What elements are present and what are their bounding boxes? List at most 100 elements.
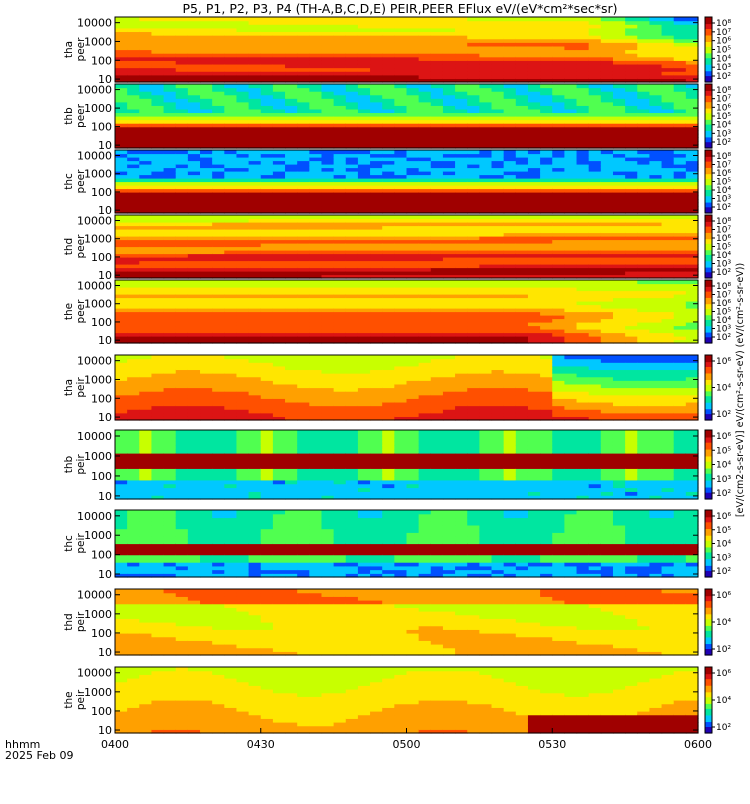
heatmap-cell	[479, 257, 492, 261]
heatmap-cell	[504, 57, 517, 61]
heatmap-cell	[164, 141, 177, 145]
heatmap-cell	[516, 203, 529, 207]
heatmap-cell	[236, 402, 249, 406]
heatmap-cell	[382, 298, 395, 302]
heatmap-cell	[601, 315, 614, 319]
heatmap-cell	[297, 161, 310, 165]
heatmap-cell	[552, 301, 565, 305]
heatmap-cell	[455, 164, 468, 168]
heatmap-cell	[236, 268, 249, 272]
heatmap-cell	[516, 301, 529, 305]
heatmap-cell	[151, 391, 164, 395]
heatmap-cell	[261, 178, 274, 182]
heatmap-cell	[649, 189, 662, 193]
heatmap-cell	[346, 141, 359, 145]
heatmap-cell	[346, 261, 359, 265]
heatmap-cell	[394, 192, 407, 196]
heatmap-cell	[589, 171, 602, 175]
heatmap-cell	[115, 215, 128, 219]
heatmap-cell	[419, 71, 432, 75]
heatmap-cell	[261, 199, 274, 203]
heatmap-cell	[212, 236, 225, 240]
heatmap-cell	[261, 39, 274, 43]
heatmap-cell	[334, 46, 347, 50]
heatmap-cell	[382, 280, 395, 284]
heatmap-cell	[443, 333, 456, 337]
heatmap-cell	[176, 402, 189, 406]
heatmap-cell	[492, 109, 505, 113]
heatmap-cell	[516, 284, 529, 288]
heatmap-cell	[613, 57, 626, 61]
heatmap-cell	[358, 336, 371, 340]
heatmap-cell	[613, 264, 626, 268]
heatmap-cell	[236, 161, 249, 165]
heatmap-cell	[613, 268, 626, 272]
heatmap-cell	[516, 123, 529, 127]
heatmap-cell	[419, 284, 432, 288]
heatmap-cell	[516, 109, 529, 113]
heatmap-cell	[662, 336, 675, 340]
heatmap-cell	[297, 409, 310, 413]
heatmap-cell	[139, 333, 152, 337]
heatmap-cell	[479, 284, 492, 288]
heatmap-cell	[297, 388, 310, 392]
colorbar-tick-label: 10⁸	[716, 217, 731, 227]
heatmap-cell	[504, 35, 517, 39]
heatmap-cell	[528, 24, 541, 28]
heatmap-cell	[492, 219, 505, 223]
heatmap-cell	[273, 130, 286, 134]
heatmap-cell	[443, 161, 456, 165]
heatmap-cell	[686, 315, 699, 319]
heatmap-cell	[188, 168, 201, 172]
heatmap-cell	[382, 157, 395, 161]
heatmap-cell	[516, 161, 529, 165]
heatmap-cell	[637, 88, 650, 92]
heatmap-cell	[552, 39, 565, 43]
heatmap-cell	[115, 377, 128, 381]
heatmap-cell	[139, 406, 152, 410]
heatmap-cell	[236, 287, 249, 291]
heatmap-cell	[358, 21, 371, 25]
heatmap-cell	[649, 298, 662, 302]
heatmap-cell	[674, 98, 687, 102]
heatmap-cell	[346, 116, 359, 120]
heatmap-cell	[479, 333, 492, 337]
heatmap-cell	[261, 315, 274, 319]
heatmap-cell	[637, 322, 650, 326]
heatmap-cell	[139, 168, 152, 172]
heatmap-cell	[419, 294, 432, 298]
probe-label: thb	[63, 107, 75, 125]
heatmap-cell	[224, 157, 237, 161]
heatmap-cell	[164, 391, 177, 395]
heatmap-cell	[176, 226, 189, 230]
heatmap-cell	[407, 226, 420, 230]
heatmap-cell	[625, 287, 638, 291]
heatmap-cell	[200, 95, 213, 99]
heatmap-cell	[662, 116, 675, 120]
heatmap-cell	[528, 157, 541, 161]
heatmap-cell	[674, 157, 687, 161]
heatmap-cell	[637, 116, 650, 120]
heatmap-cell	[528, 137, 541, 141]
heatmap-cell	[407, 105, 420, 109]
heatmap-cell	[151, 157, 164, 161]
heatmap-cell	[249, 64, 262, 68]
heatmap-cell	[261, 189, 274, 193]
heatmap-cell	[309, 150, 322, 154]
heatmap-cell	[419, 322, 432, 326]
heatmap-cell	[394, 305, 407, 309]
heatmap-cell	[115, 150, 128, 154]
heatmap-cell	[164, 192, 177, 196]
heatmap-cell	[564, 305, 577, 309]
heatmap-cell	[249, 369, 262, 373]
heatmap-cell	[261, 366, 274, 370]
heatmap-cell	[467, 88, 480, 92]
heatmap-cell	[601, 116, 614, 120]
heatmap-cell	[139, 105, 152, 109]
heatmap-cell	[613, 116, 626, 120]
heatmap-cell	[492, 294, 505, 298]
heatmap-cell	[115, 120, 128, 124]
heatmap-cell	[236, 64, 249, 68]
heatmap-cell	[649, 257, 662, 261]
heatmap-cell	[637, 236, 650, 240]
